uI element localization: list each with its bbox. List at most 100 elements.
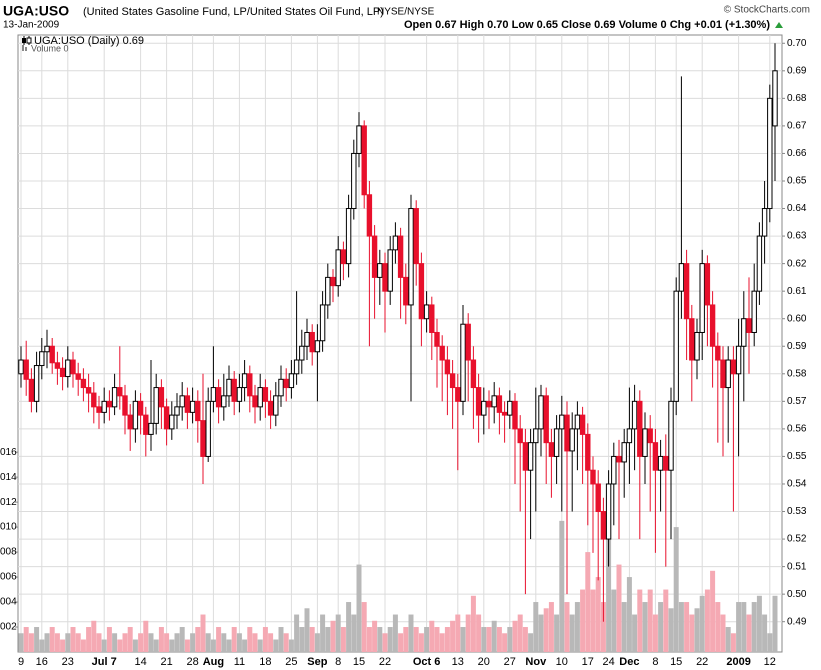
volume-bar (320, 614, 326, 652)
candle-body (439, 345, 445, 361)
volume-bar (236, 633, 242, 652)
volume-bar (346, 602, 352, 652)
volume-bar (210, 639, 216, 652)
volume-bar (169, 639, 175, 652)
volume-bar (268, 633, 274, 652)
candle-body (366, 194, 373, 237)
candle-body (538, 395, 544, 430)
candle-body (85, 387, 92, 394)
x-tick-label: 17 (582, 656, 594, 668)
candle-body (221, 395, 227, 408)
x-tick-label: 15 (670, 656, 682, 668)
legend-icon (26, 37, 32, 44)
y2-tick-label: 016 (0, 447, 17, 458)
volume-bar (278, 627, 284, 652)
volume-bar (127, 627, 133, 652)
candle-body (18, 359, 24, 375)
candle-body (642, 428, 648, 457)
volume-bar (309, 627, 315, 652)
volume-bar (756, 595, 762, 652)
candle-body (455, 387, 461, 402)
candle-body (564, 414, 570, 452)
candle-body (683, 263, 690, 320)
candle-body (574, 414, 581, 430)
candle-body (309, 331, 315, 353)
candle-body (345, 208, 352, 265)
up-arrow (775, 22, 783, 28)
candle-body (657, 455, 664, 471)
candle-body (741, 318, 747, 347)
candle-body (715, 345, 721, 361)
candle-body (54, 362, 61, 369)
candle-body (678, 263, 685, 292)
candle-body (616, 455, 622, 463)
volume-bar (616, 564, 622, 652)
candle-body (569, 428, 575, 452)
y-tick-label: 0.49 (787, 616, 807, 627)
candle-body (444, 359, 451, 375)
volume-bar (158, 627, 164, 652)
volume-bar (242, 639, 248, 652)
volume-bar (372, 620, 378, 652)
volume-bar (720, 614, 726, 652)
legend-icon (22, 38, 26, 43)
volume-bar (148, 633, 154, 652)
candle-body (65, 359, 71, 378)
candle-body (356, 125, 362, 154)
candle-body (475, 387, 482, 416)
volume-bar (611, 589, 617, 652)
volume-bar (340, 627, 346, 652)
candle-body (278, 378, 284, 397)
volume-bar (590, 589, 596, 652)
volume-bar (528, 633, 534, 652)
y2-tick-label: 006 (0, 572, 17, 583)
candle-body (49, 345, 55, 364)
candle-body (699, 263, 705, 333)
candle-body (595, 483, 601, 513)
y-tick-label: 0.50 (787, 589, 807, 600)
candle-body (725, 359, 731, 389)
candle-body (137, 400, 144, 416)
candle-body (231, 378, 237, 402)
y-tick-label: 0.53 (787, 506, 807, 517)
candle-body (548, 442, 555, 457)
candle-body (44, 345, 50, 353)
volume-bar (403, 627, 409, 652)
candle-body (205, 400, 211, 457)
x-tick-label: 2009 (726, 656, 750, 668)
volume-bar (179, 627, 185, 652)
x-tick-label: 13 (452, 656, 464, 668)
volume-bar (54, 633, 60, 652)
x-tick-label: 18 (259, 656, 271, 668)
x-tick-label: Nov (525, 656, 547, 668)
candle-body (668, 400, 674, 471)
volume-bar (231, 627, 237, 652)
volume-bar (476, 614, 482, 652)
candle-body (106, 400, 113, 408)
volume-bar (418, 633, 424, 652)
volume-bar (699, 595, 705, 652)
volume-bar (288, 639, 294, 652)
candle-body (184, 395, 191, 413)
volume-bar (23, 627, 29, 652)
volume-bar (132, 639, 138, 652)
x-tick-label: 28 (186, 656, 198, 668)
candle-body (465, 323, 471, 361)
candle-body (226, 378, 232, 397)
candle-body (397, 235, 404, 278)
candle-body (96, 406, 102, 413)
x-tick-label: 12 (764, 656, 776, 668)
candle-body (387, 249, 393, 292)
candle-body (559, 414, 565, 430)
volume-bar (548, 602, 554, 652)
volume-bar (408, 614, 414, 652)
candle-body (470, 359, 477, 389)
volume-bar (392, 614, 398, 652)
volume-bar (138, 633, 144, 652)
x-tick-label: 21 (160, 656, 172, 668)
volume-bar (574, 602, 580, 652)
candle-body (101, 400, 107, 413)
candle-body (756, 235, 763, 292)
candle-body (283, 378, 289, 389)
candle-body (273, 395, 279, 416)
